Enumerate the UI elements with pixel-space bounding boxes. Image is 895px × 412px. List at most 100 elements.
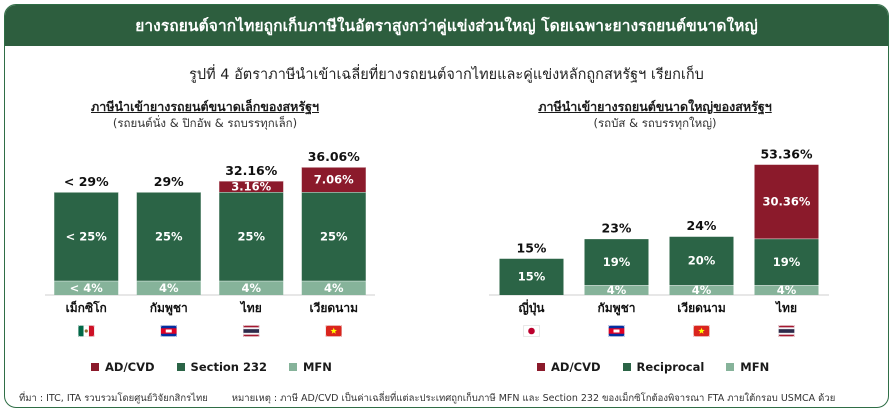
- segment-label: 19%: [773, 255, 801, 269]
- legend-swatch: [176, 363, 185, 371]
- cambodia-flag-icon: [160, 325, 177, 337]
- segment-label: 4%: [324, 281, 344, 295]
- bar-segment-mfn: [584, 285, 649, 295]
- legend-item: Section 232: [176, 360, 267, 374]
- bar-segment-mfn: [669, 285, 734, 295]
- vietnam-flag-icon: [325, 325, 342, 337]
- bar-segment-ad-cvd: [219, 180, 284, 193]
- segment-label: 20%: [688, 254, 716, 268]
- right-chart: 15% 15% ญี่ปุ่น 4% 19% 23% กัมพูชา 4% 20% 24% เวีย…: [489, 146, 829, 337]
- bar-segment-reciprocal: [499, 258, 564, 295]
- bar-group: 4% 19% 23% กัมพูชา: [584, 221, 649, 337]
- legend-swatch: [622, 363, 631, 371]
- category-label: เวียดนาม: [677, 301, 726, 315]
- bar-segment-ad-cvd: [754, 164, 819, 239]
- mexico-flag-icon: [78, 325, 95, 337]
- legend-item: AD/CVD: [537, 360, 601, 374]
- bar-segment-mfn: [301, 280, 366, 295]
- legend-item: MFN: [288, 360, 332, 374]
- bar-segment-ad-cvd: [301, 166, 366, 193]
- left-chart-legend: AD/CVD Section 232 MFN: [91, 360, 332, 374]
- legend-label: Section 232: [190, 360, 267, 374]
- category-label: ไทย: [239, 300, 262, 315]
- bar-group: 4% 25% 3.16%32.16% ไทย: [219, 163, 284, 337]
- bar-segment-section-232: [301, 192, 366, 281]
- japan-flag-icon: [523, 325, 540, 337]
- bar-group: 4% 19% 30.36% 53.36% ไทย: [754, 146, 819, 337]
- legend-label: AD/CVD: [551, 360, 601, 374]
- segment-label: 15%: [518, 270, 546, 284]
- left-chart-subtitle: (รถยนต์นั่ง & ปิกอัพ & รถบรรทุกเล็ก): [112, 116, 298, 130]
- legend-item: Reciprocal: [622, 360, 705, 374]
- total-label: 53.36%: [760, 146, 813, 161]
- footer: ที่มา : ITC, ITA รวบรวมโดยศูนย์วิจัยกสิก…: [19, 391, 879, 406]
- segment-label: 4%: [777, 283, 797, 297]
- source-note: ที่มา : ITC, ITA รวบรวมโดยศูนย์วิจัยกสิก…: [19, 393, 208, 404]
- right-chart-legend: AD/CVD Reciprocal MFN: [537, 360, 769, 374]
- bar-segment-reciprocal: [584, 238, 649, 286]
- legend-label: MFN: [740, 360, 770, 374]
- legend-label: MFN: [302, 360, 332, 374]
- right-chart-subtitle: (รถบัส & รถบรรทุกใหญ่): [593, 116, 717, 130]
- legend-swatch: [537, 363, 545, 371]
- segment-label: 30.36%: [763, 194, 811, 208]
- segment-label: 19%: [603, 255, 631, 269]
- bar-group: 4% 20% 24% เวียดนาม: [669, 218, 734, 337]
- legend-item: MFN: [726, 360, 769, 374]
- legend-label: AD/CVD: [105, 360, 155, 374]
- segment-label: 25%: [155, 229, 183, 243]
- bar-segment-mfn: [754, 285, 819, 295]
- bar-segment-reciprocal: [754, 238, 819, 286]
- left-chart: < 4% < 25% < 29% เม็กซิโก 4% 25% 29% กัมพูชา 4% 2…: [45, 149, 375, 337]
- bar-segment-mfn: [219, 280, 284, 295]
- segment-label: 25%: [320, 229, 348, 243]
- total-label: < 29%: [64, 174, 109, 189]
- bar-group: 4% 25% 7.06% 36.06% เวียดนาม: [301, 149, 366, 337]
- cambodia-flag-icon: [608, 325, 625, 337]
- bar-segment-mfn: [54, 280, 119, 295]
- bar-segment-reciprocal: [669, 236, 734, 286]
- total-label: 32.16%: [225, 163, 278, 178]
- total-label: 36.06%: [308, 149, 361, 164]
- left-chart-title: ภาษีนำเข้ายางรถยนต์ขนาดเล็กของสหรัฐฯ: [91, 99, 319, 114]
- legend-item: AD/CVD: [91, 360, 155, 374]
- segment-label: < 25%: [66, 229, 108, 243]
- infographic-card: ยางรถยนต์จากไทยถูกเก็บภาษีในอัตราสูงกว่า…: [4, 4, 889, 408]
- legend-label: Reciprocal: [636, 360, 705, 374]
- right-chart-title: ภาษีนำเข้ายางรถยนต์ขนาดใหญ่ของสหรัฐฯ: [538, 99, 772, 114]
- total-label: 23%: [602, 221, 632, 236]
- legend-swatch: [288, 363, 297, 371]
- remark-note: หมายเหตุ : ภาษี AD/CVD เป็นค่าเฉลี่ยที่แ…: [231, 393, 836, 404]
- legend-swatch: [91, 363, 99, 371]
- legend-swatch: [726, 363, 735, 371]
- total-label: 29%: [154, 174, 184, 189]
- category-label: กัมพูชา: [150, 301, 188, 316]
- thailand-flag-icon: [243, 325, 260, 337]
- bar-segment-section-232: [136, 192, 201, 281]
- vietnam-flag-icon: [693, 325, 710, 337]
- segment-label: 4%: [692, 283, 712, 297]
- category-label: ญี่ปุ่น: [518, 299, 545, 316]
- category-label: กัมพูชา: [598, 301, 636, 316]
- figure-caption: รูปที่ 4 อัตราภาษีนำเข้าเฉลี่ยที่ยางรถยน…: [189, 67, 704, 83]
- total-label: 15%: [517, 240, 547, 255]
- bar-segment-section-232: [54, 192, 119, 281]
- segment-label: 3.16%: [231, 179, 271, 193]
- total-label: 24%: [687, 218, 717, 233]
- category-label: เม็กซิโก: [66, 300, 107, 315]
- bar-segment-section-232: [219, 192, 284, 281]
- segment-label: 4%: [159, 281, 179, 295]
- thailand-flag-icon: [778, 325, 795, 337]
- header-banner: ยางรถยนต์จากไทยถูกเก็บภาษีในอัตราสูงกว่า…: [5, 5, 888, 46]
- segment-label: < 4%: [70, 281, 104, 295]
- bar-group: 4% 25% 29% กัมพูชา: [136, 174, 201, 337]
- header-title: ยางรถยนต์จากไทยถูกเก็บภาษีในอัตราสูงกว่า…: [135, 17, 758, 35]
- segment-label: 4%: [241, 281, 261, 295]
- segment-label: 25%: [237, 229, 265, 243]
- segment-label: 4%: [607, 283, 627, 297]
- bar-segment-mfn: [136, 280, 201, 295]
- category-label: ไทย: [774, 300, 797, 315]
- bar-group: < 4% < 25% < 29% เม็กซิโก: [54, 174, 119, 337]
- bar-group: 15% 15% ญี่ปุ่น: [499, 240, 564, 337]
- segment-label: 7.06%: [314, 173, 354, 187]
